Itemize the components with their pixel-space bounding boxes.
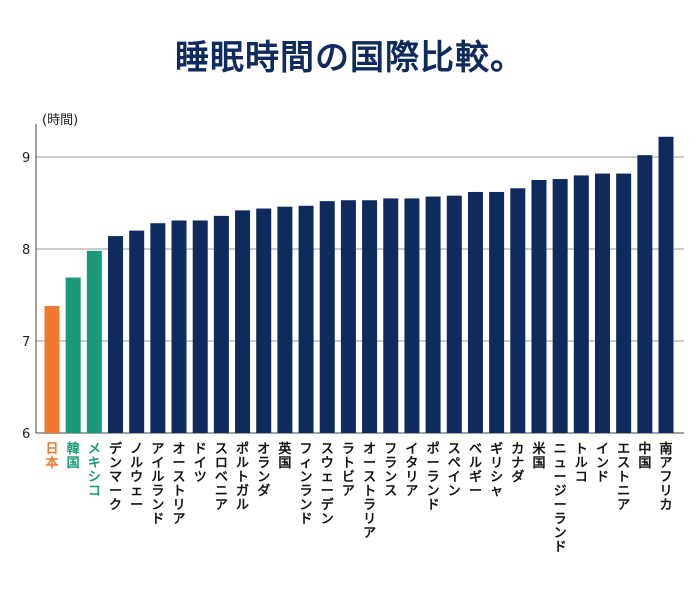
x-tick-label: デンマーク [109, 441, 123, 513]
x-tick-label: ギリシャ [490, 441, 503, 499]
bar [150, 223, 166, 433]
x-tick-label: ドイツ [194, 442, 207, 485]
bar [129, 230, 145, 433]
x-tick-label: 韓国 [67, 441, 80, 471]
x-tick-label: 中国 [638, 441, 651, 471]
x-tick-label: ニュージーランド [554, 442, 567, 555]
bar [383, 198, 399, 433]
x-tick-label: スペイン [448, 442, 461, 499]
bar [277, 206, 293, 433]
x-tick-label: オーストリア [173, 442, 186, 527]
x-tick-label: ラトビア [342, 442, 355, 499]
bars [44, 136, 674, 433]
x-tick-label: スロベニア [215, 442, 228, 513]
x-tick-label: トルコ [575, 442, 588, 485]
x-tick-label: オーストラリア [363, 442, 376, 541]
chart-title: 睡眠時間の国際比較。 [175, 38, 525, 78]
x-tick-label: ポルトガル [236, 441, 249, 513]
bar [44, 306, 60, 433]
x-tick-label: 南アフリカ [659, 441, 672, 513]
bar [171, 220, 187, 433]
x-tick-label: ベルギー [469, 442, 482, 499]
bar [362, 200, 378, 433]
x-tick-label: メキシコ [88, 442, 101, 499]
bar [573, 175, 589, 433]
x-axis-category-labels: 日本韓国メキシコデンマークノルウェーアイルランドオーストリアドイツスロベニアポル… [45, 441, 672, 555]
bar [637, 155, 653, 433]
y-axis-label: (時間) [42, 113, 78, 128]
bar [446, 195, 462, 433]
bar [65, 277, 81, 433]
bar [425, 196, 441, 433]
bar [319, 201, 335, 433]
bar [108, 236, 124, 433]
bar [552, 179, 568, 433]
x-tick-label: 日本 [45, 442, 58, 471]
y-tick-label: 7 [22, 335, 30, 350]
y-tick-label: 9 [22, 151, 30, 166]
x-tick-label: ノルウェー [130, 442, 143, 513]
bar [594, 173, 610, 433]
y-tick-label: 8 [22, 243, 30, 258]
bar [235, 210, 251, 433]
x-tick-label: 英国 [277, 441, 292, 471]
bar [658, 136, 674, 433]
bar [467, 191, 483, 433]
bar [298, 205, 314, 433]
x-tick-label: エストニア [617, 442, 630, 513]
x-tick-label: オランダ [257, 442, 270, 499]
bar [616, 173, 632, 433]
bar [489, 191, 505, 433]
bar [531, 180, 547, 433]
x-tick-label: フランス [384, 442, 397, 499]
x-tick-label: インド [596, 442, 609, 485]
bar [340, 200, 356, 433]
bar [213, 215, 229, 433]
x-tick-label: ポーランド [427, 441, 440, 513]
y-axis-ticks: 6 7 8 9 [22, 151, 30, 442]
x-tick-label: 米国 [532, 441, 546, 471]
x-tick-label: カナダ [511, 442, 524, 485]
bar [256, 208, 272, 433]
x-tick-label: スウェーデン [321, 442, 335, 527]
bar [192, 220, 208, 433]
x-tick-label: イタリア [405, 442, 418, 499]
x-tick-label: アイルランド [151, 442, 164, 527]
bar [404, 198, 420, 433]
y-tick-label: 6 [22, 427, 30, 442]
x-tick-label: フィンランド [300, 442, 313, 527]
bar [510, 188, 526, 433]
bar [86, 250, 102, 433]
